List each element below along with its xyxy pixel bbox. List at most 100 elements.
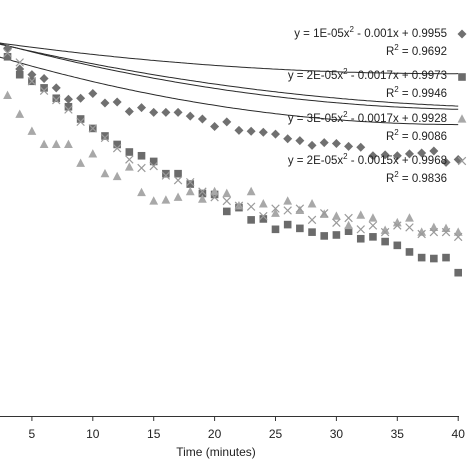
series-2-point	[393, 241, 402, 250]
series-1-point	[222, 117, 232, 127]
series-4-point	[271, 204, 280, 213]
legend-equation-3: y = 3E-05x2 - 0.0017x + 0.9928	[288, 110, 447, 125]
series-4-point	[112, 144, 122, 153]
series-2-point	[40, 84, 48, 92]
series-3-point	[161, 195, 171, 204]
series-2-point	[3, 52, 12, 61]
series-3-point	[100, 168, 110, 178]
series-3-point	[307, 199, 317, 208]
series-3-point	[441, 223, 451, 232]
series-1-point	[124, 106, 134, 116]
series-3-point	[356, 210, 366, 219]
x-tick-label: 25	[269, 427, 283, 441]
series-1-point	[319, 138, 329, 148]
series-3-point	[271, 208, 280, 217]
series-1-point	[63, 94, 73, 104]
series-1-point	[368, 151, 378, 161]
series-4-point	[173, 176, 183, 185]
series-1-point	[404, 149, 414, 159]
series-2-point	[52, 94, 61, 103]
series-2-point	[101, 132, 109, 140]
series-1-point	[331, 139, 341, 149]
x-tick-label: 10	[86, 427, 100, 441]
series-2-point	[198, 189, 207, 198]
series-3-point	[27, 126, 37, 135]
series-2-point	[162, 169, 170, 178]
series-3-point	[246, 186, 256, 196]
x-axis-title: Time (minutes)	[176, 445, 256, 459]
series-4-point	[344, 213, 353, 223]
series-3-point	[76, 158, 86, 167]
series-2-point	[137, 151, 146, 160]
series-2-point	[149, 157, 158, 166]
series-4-point	[319, 209, 329, 218]
series-3-point	[380, 225, 390, 234]
series-4-point	[234, 201, 244, 210]
x-tick-label: 20	[208, 427, 222, 441]
series-4-point	[52, 95, 61, 105]
series-2-point	[405, 248, 414, 256]
trendline-4	[0, 43, 459, 110]
series-4-point	[332, 218, 341, 227]
series-4-point	[186, 177, 195, 187]
series-2-point	[430, 254, 438, 263]
series-4-point	[356, 225, 365, 234]
x-tick-label: 40	[452, 427, 466, 441]
series-2-point	[381, 237, 389, 246]
series-1-point	[100, 98, 110, 108]
series-2-point	[174, 169, 182, 178]
series-2-point	[369, 233, 377, 241]
series-4-point	[405, 223, 414, 232]
series-3-point	[112, 171, 122, 181]
x-tick-label: 35	[391, 427, 405, 441]
series-1-point	[392, 151, 402, 161]
series-1-point	[307, 140, 317, 150]
series-1-point	[137, 103, 147, 113]
series-3-point	[15, 109, 25, 118]
series-1-point	[112, 97, 122, 107]
series-1-point	[39, 73, 49, 83]
series-3-point	[3, 90, 12, 100]
series-1-point	[429, 146, 439, 156]
series-4-point	[246, 202, 256, 211]
series-2-point	[296, 224, 304, 233]
series-2-point	[259, 215, 268, 223]
series-3-point	[405, 213, 414, 222]
legend-r2-3: R2 = 0.9086	[386, 128, 447, 143]
series-4-point	[380, 227, 390, 237]
series-3-point	[429, 222, 439, 232]
series-4-point	[161, 171, 171, 180]
series-4-point	[137, 163, 146, 173]
series-4-point	[259, 211, 268, 221]
x-tick-label: 15	[147, 427, 161, 441]
series-2-point	[308, 228, 316, 236]
series-2-point	[125, 148, 134, 156]
series-1-point	[210, 122, 220, 132]
series-2-point	[64, 102, 73, 111]
series-4-point	[393, 221, 402, 230]
series-4-point	[453, 232, 463, 242]
series-4-point	[295, 204, 305, 213]
series-3-point	[173, 192, 183, 201]
series-1-point	[185, 111, 195, 121]
series-4-point	[15, 58, 24, 67]
series-1-point	[149, 107, 159, 117]
series-2-point	[417, 253, 426, 262]
series-1-point	[441, 157, 451, 167]
series-2-point	[186, 180, 195, 188]
series-4-point	[307, 215, 317, 225]
series-2-point	[344, 227, 353, 235]
series-4-point	[125, 155, 134, 164]
trendlines	[0, 42, 459, 126]
series-2-point	[454, 268, 462, 277]
series-4-point	[64, 105, 73, 114]
series-4-point	[417, 229, 426, 239]
data-points	[3, 43, 463, 277]
series-4-point	[149, 161, 158, 171]
legend-marker-1	[457, 29, 467, 39]
series-2-point	[15, 70, 24, 79]
series-2-point	[442, 253, 450, 262]
series-1-point	[234, 125, 244, 135]
series-3-point	[344, 220, 353, 230]
